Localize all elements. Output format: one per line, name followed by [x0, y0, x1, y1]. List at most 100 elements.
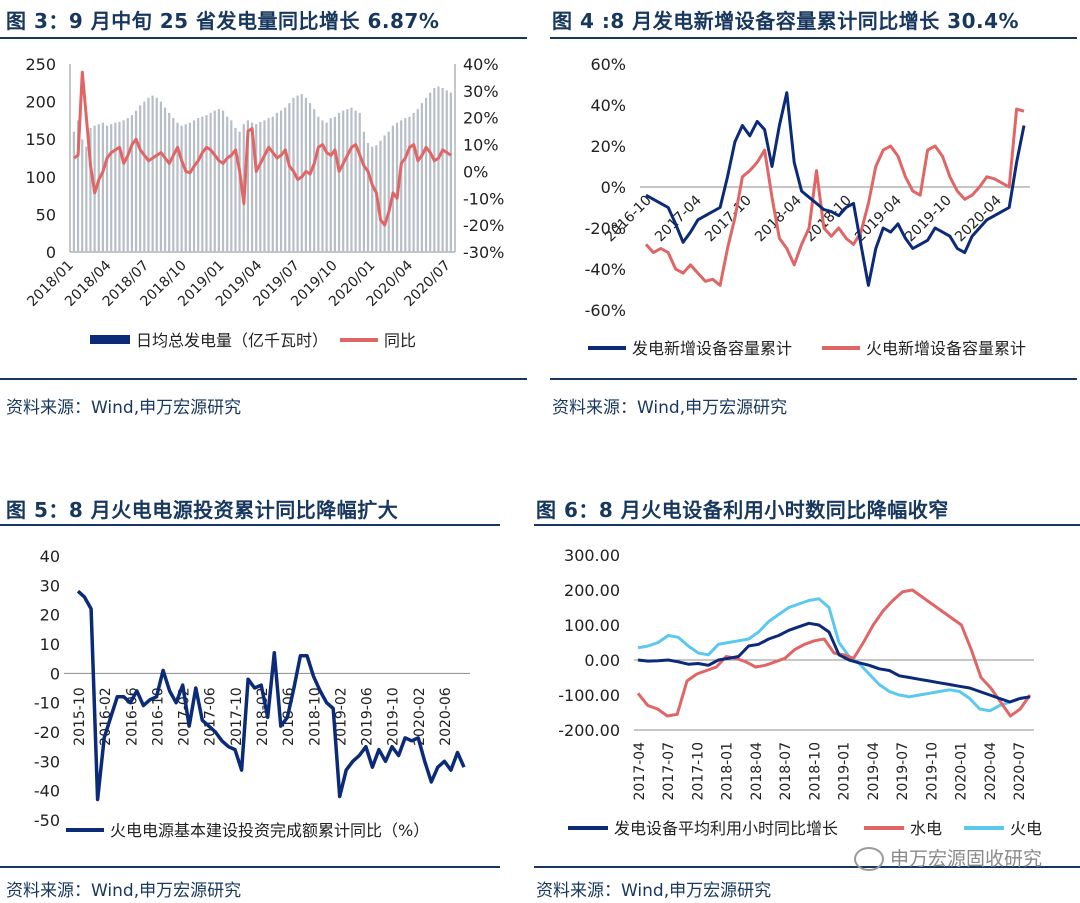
chart3-right-tick: 0%: [463, 162, 488, 181]
chart4-total-line: [645, 91, 1026, 287]
chart3-bar: [205, 115, 208, 252]
chart3-source-rule: [0, 378, 527, 380]
chart6-tick: 200.00: [564, 581, 620, 600]
chart4-legend-total-label: 发电新增设备容量累计: [632, 339, 792, 358]
chart3-title-rule: [0, 37, 527, 39]
chart5-xtick: 2017-02: [177, 687, 193, 746]
chart4-title: 图 4 :8 月发电新增设备容量累计同比增长 30.4%: [552, 9, 1020, 33]
chart5-tick: -40: [34, 782, 60, 801]
chart3-bar: [114, 122, 117, 252]
chart5-title: 图 5：8 月火电电源投资累计同比降幅扩大: [6, 498, 399, 522]
chart4-xtick: 2020-04: [952, 192, 1005, 245]
chart6-xtick: 2018-07: [778, 742, 794, 801]
chart5-xtick: 2017-10: [229, 687, 245, 746]
chart3-bar: [255, 124, 258, 252]
chart3-bar: [101, 122, 104, 252]
chart4-legend-thermal-label: 火电新增设备容量累计: [866, 339, 1026, 358]
chart3-bar: [89, 127, 92, 252]
chart3-bar: [188, 122, 191, 252]
chart3-bar: [346, 109, 349, 253]
chart3-bar: [371, 146, 374, 252]
chart3-bar: [296, 95, 299, 252]
chart3-bar: [176, 122, 179, 252]
chart3-bar: [250, 122, 254, 252]
chart3-bar: [163, 107, 167, 252]
chart3-bar: [110, 124, 113, 252]
chart3-bar: [317, 116, 320, 252]
chart3-bar: [350, 107, 353, 252]
chart3-bar: [209, 112, 212, 252]
chart3-right-tick: -10%: [463, 189, 504, 208]
chart5-tick: -50: [34, 811, 60, 830]
watermark: 申万宏源固收研究: [853, 844, 1042, 871]
chart6-source: 资料来源：Wind,申万宏源研究: [536, 881, 772, 901]
chart3-bar: [159, 101, 162, 252]
chart3-legend-bar-swatch: [90, 335, 130, 344]
chart5-xtick: 2018-10: [307, 687, 323, 746]
chart3-bar: [234, 127, 237, 252]
chart3-bar: [81, 139, 84, 252]
chart6-xtick: 2020-01: [954, 742, 970, 801]
chart3-bar: [288, 103, 291, 252]
chart4-source-rule: [550, 378, 1077, 380]
chart6-xtick: 2019-04: [866, 742, 882, 801]
chart3-bar: [184, 124, 187, 252]
chart5-tick: 0: [50, 664, 60, 683]
chart5-xtick: 2016-02: [98, 687, 114, 746]
chart3-bar: [433, 88, 436, 252]
chart5-svg: -50 -40 -30 -20 -10 0 10 20 30 40 2015-10 2016-02 20…: [34, 547, 470, 840]
chart4-tick: -60%: [585, 301, 626, 320]
chart3-bar: [437, 86, 440, 252]
chart3-bar: [366, 142, 370, 252]
chart6-xtick: 2020-04: [983, 742, 999, 801]
chart5-tick: 10: [40, 635, 60, 654]
chart3-bar: [279, 110, 283, 253]
chart3-bar: [130, 115, 133, 252]
chart3-bar: [105, 125, 109, 252]
chart3-bar: [275, 112, 278, 252]
chart3-bar: [404, 118, 407, 252]
chart6-tick: 0.00: [584, 651, 620, 670]
chart3-bar: [72, 131, 75, 252]
chart3-bar: [304, 97, 307, 252]
chart5-xtick: 2020-06: [438, 687, 454, 746]
watermark-text: 申万宏源固收研究: [889, 847, 1042, 870]
chart3-bar: [226, 116, 229, 252]
chart3-bar: [168, 112, 171, 252]
chart3-bar: [449, 92, 452, 252]
chart4-source: 资料来源：Wind,申万宏源研究: [552, 398, 788, 418]
chart6-tick: 300.00: [564, 546, 620, 565]
chart3-right-tick: -30%: [463, 243, 504, 262]
chart3-bar: [441, 88, 444, 252]
chart6-svg: -200.00 -100.00 0.00 100.00 200.00 300.00 2017…: [558, 546, 1042, 838]
chart3-left-tick: 50: [36, 205, 56, 224]
chart6-legend-total-label: 发电设备平均利用小时同比增长: [614, 819, 838, 838]
chart3-bar: [420, 103, 423, 252]
chart3-bar: [197, 118, 200, 252]
chart3-bar: [122, 120, 125, 253]
chart3-left-tick: 100: [25, 168, 56, 187]
chart3-bar: [143, 101, 146, 252]
chart3-bar: [329, 118, 332, 252]
chart6-legend-thermal-label: 火电: [1010, 819, 1042, 838]
chart6-xtick: 2019-10: [924, 742, 940, 801]
chart5-tick: 20: [40, 606, 60, 625]
chart3-bar: [213, 110, 216, 253]
chart3-right-tick: 40%: [463, 55, 499, 74]
chart3-bar: [400, 120, 403, 253]
chart3-bar: [263, 120, 266, 253]
chart3-left-tick: 250: [25, 55, 56, 74]
chart6-tick: -100.00: [558, 686, 620, 705]
chart3-bar: [325, 122, 328, 252]
chart5-xtick: 2015-10: [72, 687, 88, 746]
chart3-right-tick: 30%: [463, 82, 499, 101]
chart5-tick: -20: [34, 723, 60, 742]
chart5-tick: 30: [40, 576, 60, 595]
chart4-tick: 0%: [601, 178, 626, 197]
chart3-bar: [424, 97, 428, 252]
chart3-bar: [118, 121, 121, 253]
chart3-bar: [134, 110, 138, 253]
chart3-left-tick: 150: [25, 130, 56, 149]
chart3-bar: [429, 92, 432, 252]
chart3-left-tick: 0: [46, 243, 56, 262]
